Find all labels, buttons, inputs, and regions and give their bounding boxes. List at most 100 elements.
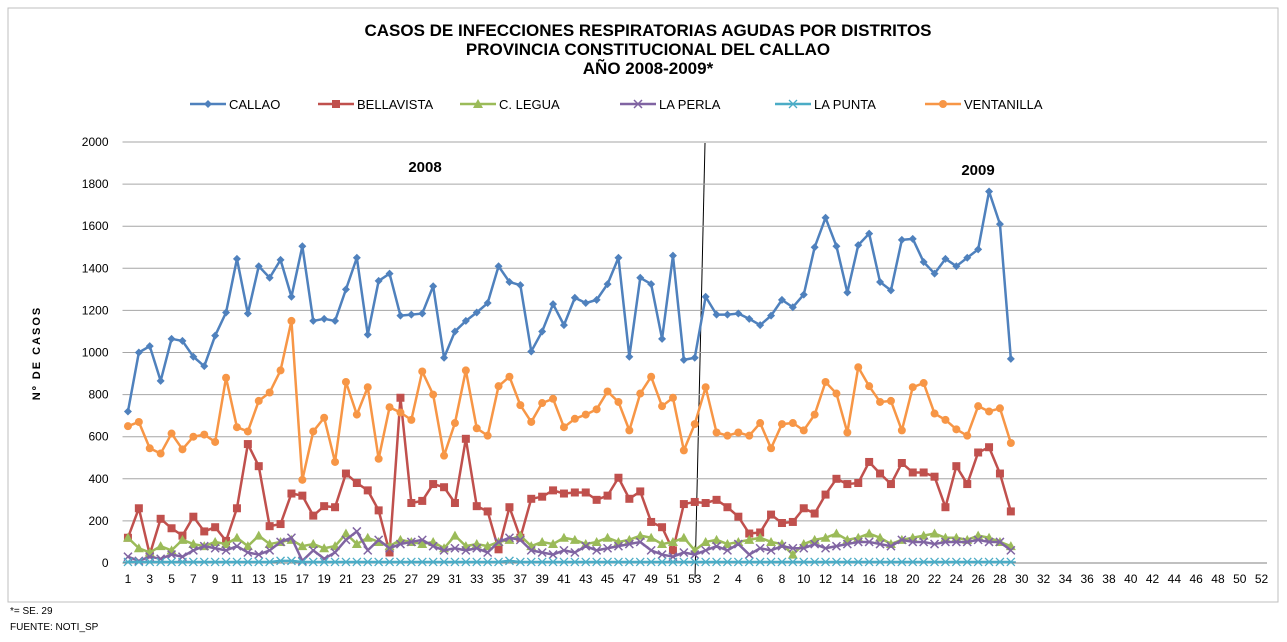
marker: [276, 255, 285, 264]
marker: [810, 509, 819, 518]
marker: [428, 557, 439, 567]
marker: [886, 396, 895, 405]
marker: [341, 285, 350, 294]
marker: [570, 414, 579, 423]
marker: [613, 557, 624, 567]
x-tick-label: 13: [252, 572, 266, 586]
marker: [897, 235, 906, 244]
marker: [810, 539, 820, 549]
marker: [733, 536, 744, 546]
marker: [320, 413, 329, 422]
marker: [211, 437, 220, 446]
marker: [897, 535, 907, 545]
marker: [559, 423, 568, 432]
marker: [939, 100, 947, 108]
marker: [798, 557, 809, 567]
marker: [156, 376, 165, 385]
marker: [995, 537, 1005, 547]
marker: [340, 528, 351, 538]
marker: [504, 534, 515, 544]
marker: [919, 537, 929, 547]
marker: [363, 545, 373, 555]
marker: [210, 543, 220, 553]
marker: [200, 430, 209, 439]
marker: [472, 308, 481, 317]
marker: [211, 523, 220, 532]
marker: [885, 557, 896, 567]
marker: [363, 383, 372, 392]
marker: [842, 539, 852, 549]
legend-label: C. LEGUA: [499, 97, 560, 112]
marker: [472, 543, 482, 553]
legend-label: CALLAO: [229, 97, 280, 112]
marker: [505, 372, 514, 381]
marker: [613, 541, 623, 551]
marker: [581, 541, 591, 551]
marker: [756, 528, 765, 537]
marker: [853, 557, 864, 567]
x-tick-label: 30: [1015, 572, 1029, 586]
marker: [210, 557, 221, 567]
marker: [483, 507, 492, 516]
marker: [418, 309, 427, 318]
marker: [373, 557, 384, 567]
marker: [1006, 439, 1015, 448]
marker: [701, 545, 711, 555]
marker: [188, 539, 199, 549]
marker: [265, 545, 275, 555]
marker: [614, 253, 623, 262]
x-tick-label: 5: [168, 572, 175, 586]
marker: [570, 293, 579, 302]
x-tick-label: 15: [274, 572, 288, 586]
marker: [351, 557, 362, 567]
marker: [374, 506, 383, 515]
x-tick-label: 6: [757, 572, 764, 586]
x-tick-label: 32: [1037, 572, 1051, 586]
marker: [558, 557, 569, 567]
marker: [134, 504, 143, 513]
x-tick-label: 47: [623, 572, 637, 586]
marker: [189, 352, 198, 361]
marker: [722, 557, 733, 567]
marker: [865, 229, 874, 238]
marker: [440, 451, 449, 460]
marker: [930, 472, 939, 481]
x-tick-label: 28: [993, 572, 1007, 586]
marker: [843, 480, 852, 489]
marker: [199, 541, 209, 551]
marker: [744, 550, 754, 560]
marker: [450, 499, 459, 508]
marker: [712, 541, 722, 551]
marker: [788, 543, 798, 553]
marker: [625, 426, 634, 435]
marker: [362, 532, 373, 542]
marker: [396, 408, 405, 417]
marker: [298, 491, 307, 500]
marker: [896, 557, 907, 567]
marker: [297, 541, 308, 551]
marker: [439, 557, 450, 567]
marker: [592, 545, 602, 555]
legend-label: LA PUNTA: [814, 97, 876, 112]
marker: [264, 539, 275, 549]
x-tick-label: 4: [735, 572, 742, 586]
marker: [973, 535, 983, 545]
marker: [733, 539, 743, 549]
marker: [549, 300, 558, 309]
marker: [744, 557, 755, 567]
marker: [332, 100, 340, 108]
marker: [189, 432, 198, 441]
x-tick-label: 42: [1146, 572, 1160, 586]
marker: [690, 353, 699, 362]
marker: [941, 254, 950, 263]
marker: [843, 428, 852, 437]
marker: [952, 262, 961, 271]
marker: [603, 280, 612, 289]
y-axis-label: Nº DE CASOS: [31, 306, 43, 400]
marker: [232, 541, 242, 551]
marker: [657, 550, 667, 560]
marker: [243, 309, 252, 318]
marker: [407, 415, 416, 424]
marker: [624, 539, 634, 549]
